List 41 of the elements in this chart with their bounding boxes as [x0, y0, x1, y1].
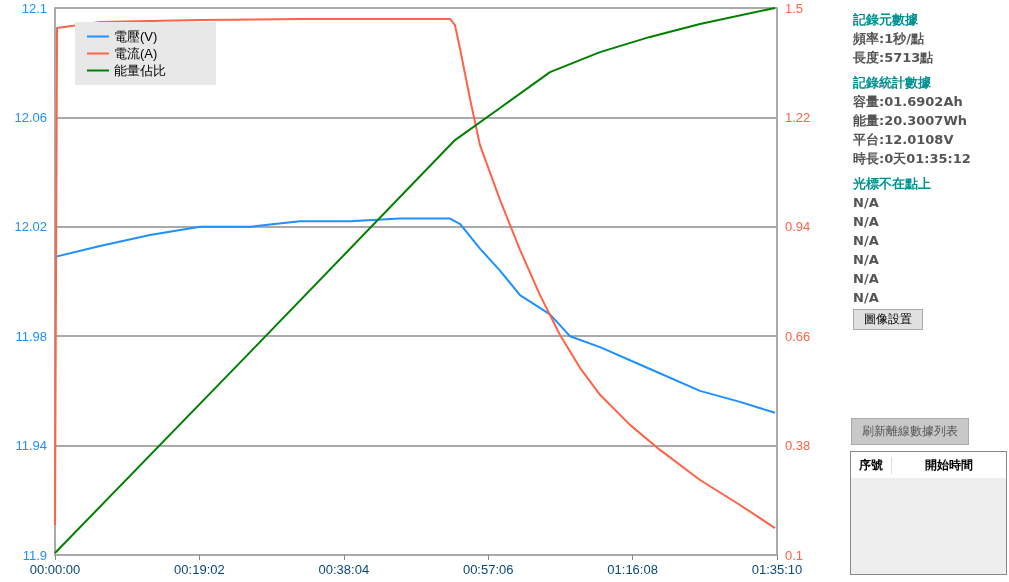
text: N/A [853, 289, 880, 307]
y2-tick-label: 1.22 [785, 109, 811, 125]
text: N/A [853, 270, 880, 288]
text: N/A [853, 232, 880, 250]
legend-label: 電壓(V) [114, 29, 158, 44]
y2-tick-label: 0.94 [785, 219, 811, 235]
y-tick-label: 12.02 [14, 219, 47, 235]
y-tick-label: 11.98 [15, 328, 47, 344]
text: N/A [853, 213, 880, 231]
y2-tick-label: 0.1 [785, 547, 804, 563]
y2-tick-label: 1.5 [785, 0, 804, 16]
text: 記錄統計數據 [853, 74, 932, 92]
line-series [54, 217, 776, 414]
x-tick-label: 00:00:00 [29, 562, 81, 577]
x-tick-label: 00:57:06 [462, 562, 514, 577]
x-tick-label: 00:19:02 [174, 562, 225, 577]
x-tick-label: 00:38:04 [318, 562, 370, 577]
text: 容量:01.6902Ah [853, 93, 964, 111]
text: 開始時間 [891, 456, 1006, 474]
text: 刷新離線數據列表 [851, 418, 969, 445]
x-tick-label: 01:16:08 [607, 562, 658, 577]
x-tick-label: 01:35:10 [751, 562, 803, 577]
text: 頻率:1秒/點 [853, 30, 925, 48]
legend-label: 電流(A) [114, 46, 158, 61]
text: 平台:12.0108V [853, 131, 955, 149]
y-tick-label: 12.06 [14, 109, 47, 125]
text: N/A [853, 251, 880, 269]
y-tick-label: 11.9 [22, 547, 47, 563]
text: 長度:5713點 [853, 49, 935, 67]
y-tick-label: 11.94 [15, 438, 47, 454]
y2-tick-label: 0.66 [785, 328, 811, 344]
legend-label: 能量佔比 [114, 63, 166, 78]
text: 序號 [858, 456, 884, 474]
y2-tick-label: 0.38 [785, 438, 811, 454]
text: 光標不在點上 [853, 175, 932, 193]
text: 能量:20.3007Wh [853, 112, 968, 130]
text: N/A [853, 194, 880, 212]
text: 圖像設置 [853, 309, 923, 330]
y-tick-label: 12.1 [21, 0, 47, 16]
text: 時長:0天01:35:12 [853, 150, 972, 168]
text: 記錄元數據 [853, 11, 919, 29]
